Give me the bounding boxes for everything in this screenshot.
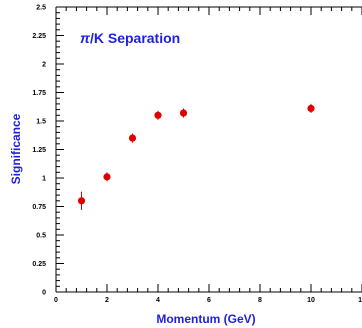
y-tick-label: 0.25 xyxy=(32,261,46,268)
x-tick-label: 4 xyxy=(156,297,160,304)
chart-title-symbol: π xyxy=(80,30,91,46)
data-point xyxy=(128,134,137,142)
x-tick-label: 0 xyxy=(54,297,58,304)
data-point xyxy=(103,173,111,181)
x-axis-ticks: 0 2 4 6 8 10 12 xyxy=(54,7,362,304)
x-axis-title: Momentum (GeV) xyxy=(156,312,255,326)
x-tick-label: 6 xyxy=(207,297,211,304)
y-tick-label: 1 xyxy=(42,176,46,183)
data-point xyxy=(307,104,315,113)
y-tick-label: 2.5 xyxy=(36,5,46,12)
chart-title-text: /K Separation xyxy=(90,30,180,46)
y-tick-label: 0 xyxy=(42,290,46,297)
plot-frame xyxy=(55,6,362,293)
y-tick-label: 0.75 xyxy=(32,204,46,211)
y-tick-label: 2 xyxy=(42,62,46,69)
x-tick-label: 10 xyxy=(307,297,315,304)
y-axis-title: Significance xyxy=(9,113,23,184)
data-point xyxy=(179,109,188,117)
data-points xyxy=(77,103,315,210)
y-tick-label: 2.25 xyxy=(32,33,46,40)
y-tick-label: 1.25 xyxy=(32,147,46,154)
chart-title: π/K Separation xyxy=(80,30,180,46)
x-tick-label: 2 xyxy=(105,297,109,304)
data-point xyxy=(77,197,86,205)
x-tick-label: 12 xyxy=(358,297,362,304)
y-axis-ticks: 0 0.25 0.5 0.75 1 1.25 1.5 1.75 2 2.25 2.5 xyxy=(32,5,64,297)
y-tick-label: 1.5 xyxy=(36,119,46,126)
x-tick-label: 8 xyxy=(258,297,262,304)
y-tick-label: 0.5 xyxy=(36,233,46,240)
y-tick-label: 1.75 xyxy=(32,90,46,97)
data-point xyxy=(154,111,162,119)
